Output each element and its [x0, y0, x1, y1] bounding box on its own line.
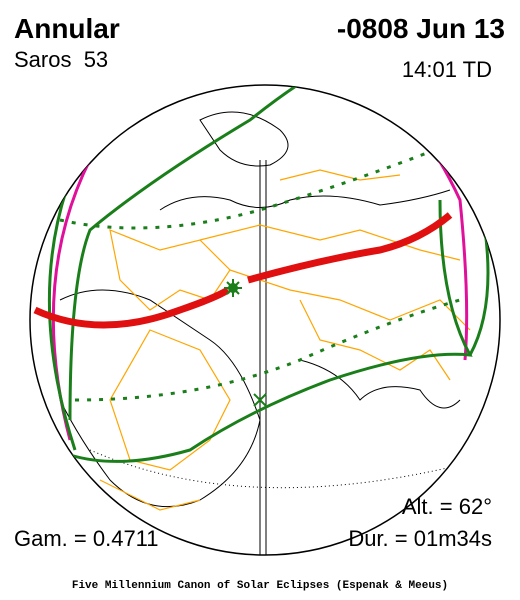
greatest-eclipse: [224, 279, 242, 297]
saros: Saros 53: [14, 47, 108, 72]
limit-curve: [51, 85, 469, 441]
eclipse-type: Annular: [14, 13, 120, 44]
limit-curve-outer: [68, 85, 473, 463]
altitude: Alt. = 62°: [402, 494, 492, 519]
subsolar-point: [253, 393, 267, 407]
date: -0808 Jun 13: [337, 13, 505, 44]
southern-limit: [74, 298, 461, 402]
central-path: [33, 212, 453, 329]
time: 14:01 TD: [402, 57, 492, 82]
globe: [29, 84, 501, 556]
gamma: Gam. = 0.4711: [14, 526, 159, 551]
footer: Five Millennium Canon of Solar Eclipses …: [72, 580, 448, 592]
duration: Dur. = 01m34s: [348, 526, 492, 551]
